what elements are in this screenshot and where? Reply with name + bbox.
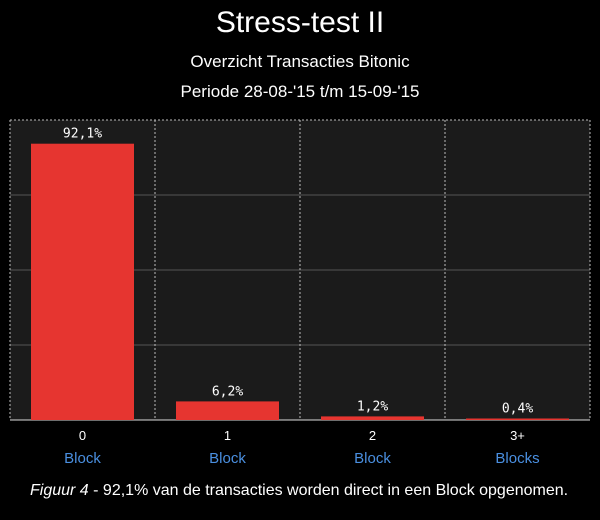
x-tick-unit: Block — [64, 450, 101, 467]
x-tick-unit: Block — [354, 450, 391, 467]
figure-caption: Figuur 4 - 92,1% van de transacties word… — [30, 482, 590, 500]
bar — [466, 418, 569, 420]
x-tick-unit: Block — [209, 450, 246, 467]
caption-text: 92,1% van de transacties worden direct i… — [102, 482, 569, 499]
bar-value-label: 6,2% — [212, 384, 243, 399]
bar-value-label: 1,2% — [357, 399, 388, 414]
bar — [176, 401, 279, 420]
bar-value-label: 0,4% — [502, 402, 533, 417]
chart-subtitle: Overzicht Transacties Bitonic — [190, 52, 410, 71]
figure-label: Figuur 4 — [30, 482, 89, 499]
chart-period: Periode 28-08-'15 t/m 15-09-'15 — [180, 82, 420, 101]
chart-title: Stress-test II — [215, 6, 385, 39]
bar — [31, 143, 134, 420]
x-tick-label: 3+ — [510, 428, 525, 443]
x-tick-unit: Blocks — [495, 450, 539, 467]
bar-chart: 92,1% 0 Block 6,2% 1 Block 1,2% 2 Block 0,4% 3+ Blo… — [9, 119, 591, 467]
x-tick-label: 1 — [224, 428, 231, 443]
bar-value-label: 92,1% — [63, 127, 102, 142]
x-tick-label: 0 — [79, 428, 86, 443]
bar — [321, 416, 424, 420]
x-tick-label: 2 — [369, 428, 376, 443]
caption-separator: - — [88, 482, 103, 499]
